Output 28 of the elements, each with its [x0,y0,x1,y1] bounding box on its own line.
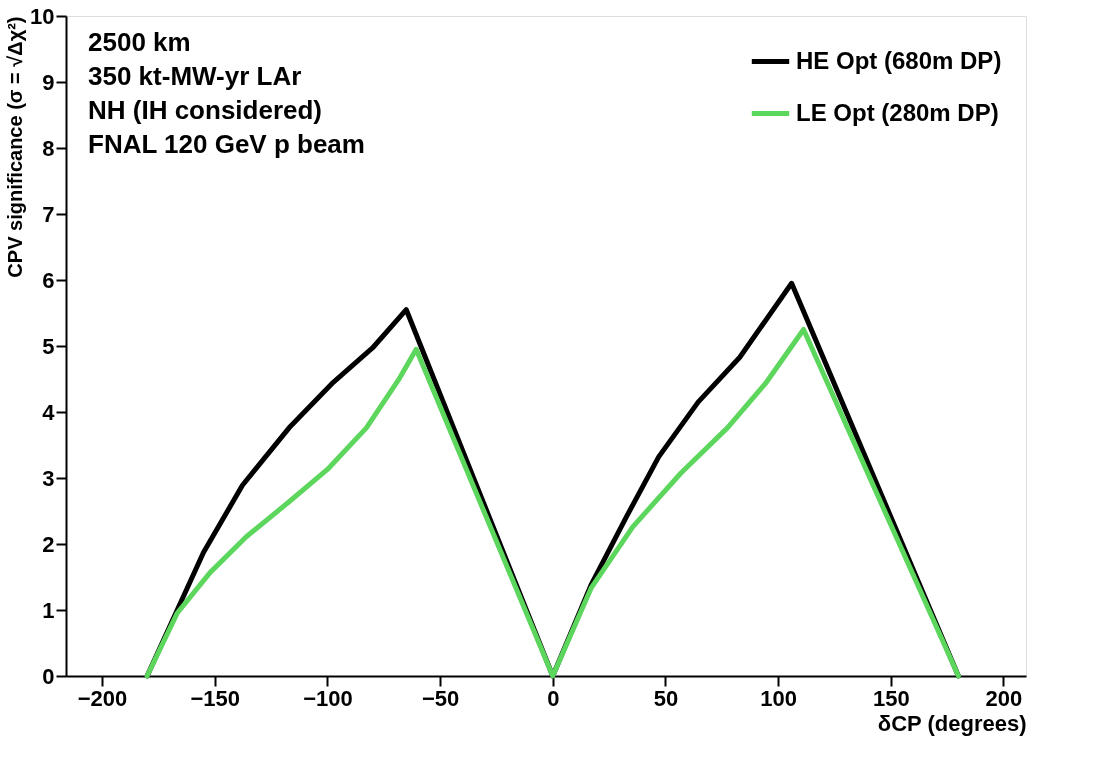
y-tick-label: 0 [42,663,55,689]
annotation: FNAL 120 GeV p beam [88,129,365,159]
annotation: NH (IH considered) [88,95,323,125]
x-tick-label: 0 [547,685,560,711]
legend-label: LE Opt (280m DP) [796,98,999,126]
x-tick-label: 50 [653,685,679,711]
y-tick-label: 4 [42,399,56,425]
y-tick-label: 10 [30,3,55,29]
y-tick-label: 7 [42,201,55,227]
x-tick-label: −100 [303,685,353,711]
y-axis-title: CPV significance (σ = √Δχ²) [4,16,27,278]
x-axis-title: δCP (degrees) [877,710,1027,736]
x-tick-label: 150 [872,685,910,711]
x-tick-label: −150 [190,685,241,711]
legend-label: HE Opt (680m DP) [796,46,1002,74]
y-tick-label: 8 [42,135,55,161]
y-tick-label: 3 [42,465,55,491]
x-tick-label: 100 [760,685,797,711]
annotation: 2500 km [88,27,191,57]
x-tick-label: −200 [77,685,128,711]
y-tick-label: 6 [42,267,55,293]
y-tick-label: 5 [42,333,55,359]
x-tick-label: −50 [421,685,460,711]
x-tick-label: 200 [985,685,1023,711]
y-tick-label: 2 [42,531,55,557]
annotation: 350 kt-MW-yr LAr [88,61,302,91]
y-tick-label: 1 [42,597,55,623]
y-tick-label: 9 [42,69,55,95]
